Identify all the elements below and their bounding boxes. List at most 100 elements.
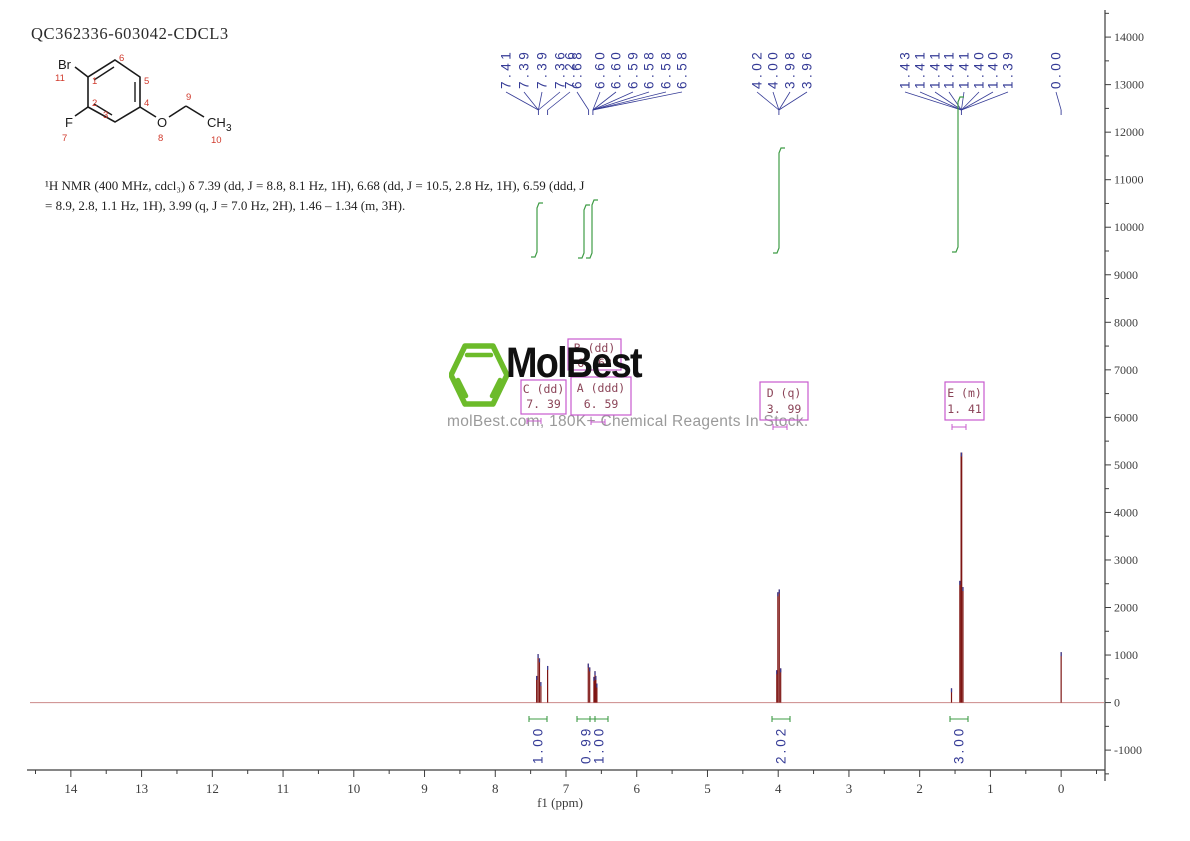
peak-label-connector — [778, 91, 791, 111]
x-tick-label: 8 — [492, 781, 499, 796]
assignment-box — [570, 376, 632, 416]
y-tick-label: 8000 — [1114, 315, 1138, 329]
assignment-box — [520, 379, 567, 415]
atom-number-2: 2 — [92, 98, 97, 109]
y-tick-label: 13000 — [1114, 78, 1144, 92]
peak-label-connector — [904, 91, 962, 111]
peak-label-connector — [505, 91, 539, 111]
atom-number-7: 7 — [62, 133, 67, 144]
atom-br: Br — [58, 57, 72, 72]
assignment-value: 3. 99 — [767, 402, 802, 416]
assignment-value: 1. 41 — [947, 402, 982, 416]
atom-ch3-subscript: 3 — [226, 123, 232, 134]
peak-label-connector — [592, 91, 601, 111]
peak-ppm-label: 7.41 — [499, 49, 514, 89]
assignment-label: D (q) — [767, 386, 802, 400]
y-tick-label: 3000 — [1114, 553, 1138, 567]
peak-ppm-label: 4.02 — [750, 49, 765, 89]
assignment-box — [944, 381, 985, 421]
peak-label-connector — [919, 91, 962, 111]
atom-number-3: 3 — [103, 110, 108, 121]
x-tick-label: 5 — [704, 781, 711, 796]
peak-label-connector — [961, 91, 994, 111]
y-tick-label: 12000 — [1114, 125, 1144, 139]
bond-c2-f — [74, 106, 89, 117]
peak-ppm-label: 3.98 — [783, 49, 798, 89]
peak-ppm-label: 1.40 — [986, 49, 1001, 89]
y-tick-label: 1000 — [1114, 648, 1138, 662]
atom-number-1: 1 — [92, 76, 97, 87]
integral-value: 1.00 — [531, 726, 546, 764]
y-tick-label: 2000 — [1114, 601, 1138, 615]
bond-c9-c10 — [185, 105, 205, 118]
x-tick-label: 3 — [846, 781, 853, 796]
x-axis-title: f1 (ppm) — [537, 795, 583, 810]
peak-ppm-label: 3.96 — [800, 49, 815, 89]
x-tick-label: 14 — [64, 781, 78, 796]
integral-value: 3.00 — [952, 726, 967, 764]
peak-ppm-label: 1.40 — [972, 49, 987, 89]
peak-ppm-label: 6.58 — [659, 49, 674, 89]
integral-curve — [531, 202, 543, 258]
peak-ppm-label: 1.39 — [1001, 49, 1016, 89]
atom-number-4: 4 — [144, 98, 149, 109]
nmr-caption-line2: = 8.9, 2.8, 1.1 Hz, 1H), 3.99 (q, J = 7.… — [45, 198, 406, 214]
peak-label-connector — [592, 91, 667, 111]
bond-lines — [74, 59, 205, 123]
assignment-value: 6. 59 — [584, 397, 619, 411]
peak-label-connector — [523, 91, 539, 111]
watermark-tagline: molBest.com, 180K+ Chemical Reagents In … — [447, 413, 809, 430]
peak-label-connector — [961, 91, 1009, 111]
peak-ppm-label: 6.58 — [642, 49, 657, 89]
x-tick-label: 10 — [347, 781, 360, 796]
peak-ppm-label: 1.41 — [942, 49, 957, 89]
peak-label-connector — [948, 91, 962, 111]
peak-label-connector — [538, 91, 561, 111]
peak-label-connector — [592, 91, 634, 111]
watermark-logo-text: MolBest — [506, 339, 643, 387]
peak-label-connector — [592, 91, 650, 111]
peak-ppm-label: 7.39 — [517, 49, 532, 89]
peak-ppm-label: 1.41 — [928, 49, 943, 89]
y-tick-label: 5000 — [1114, 458, 1138, 472]
peak-ppm-label: 6.60 — [609, 49, 624, 89]
peak-label-connector — [772, 91, 780, 111]
x-tick-label: 0 — [1058, 781, 1065, 796]
nmr-caption: ¹H NMR (400 MHz, cdcl₃) δ 7.39 (dd, J = … — [45, 176, 745, 216]
assignment-label: B (dd) — [574, 341, 616, 355]
double-bond-2-3 — [93, 103, 113, 116]
peak-ppm-label: 6.59 — [626, 49, 641, 89]
x-tick-label: 2 — [916, 781, 923, 796]
peak-ppm-label: 6.60 — [593, 49, 608, 89]
peak-ppm-label: 4.00 — [766, 49, 781, 89]
y-tick-label: 14000 — [1114, 30, 1144, 44]
y-tick-label: 0 — [1114, 696, 1120, 710]
y-tick-label: 6000 — [1114, 410, 1138, 424]
integral-curve — [773, 147, 785, 254]
assignment-box — [759, 381, 809, 421]
x-tick-label: 1 — [987, 781, 994, 796]
integral-value: 0.99 — [579, 726, 594, 764]
atom-number-6: 6 — [119, 53, 124, 64]
x-tick-label: 4 — [775, 781, 782, 796]
integral-curve — [586, 199, 598, 259]
y-tick-label: 11000 — [1114, 173, 1144, 187]
peak-label-connector — [592, 91, 617, 111]
watermark-logo: MolBest — [449, 339, 709, 410]
sample-title: QC362336-603042-CDCL3 — [31, 24, 229, 43]
y-tick-label: 7000 — [1114, 363, 1138, 377]
peak-label-connector — [576, 91, 589, 111]
peak-label-connector — [934, 91, 962, 111]
assignment-label: C (dd) — [523, 382, 565, 396]
x-tick-label: 9 — [421, 781, 428, 796]
atom-f: F — [65, 115, 73, 130]
assignment-value: 7. 39 — [526, 397, 561, 411]
molecule-structure: Br F O CH 3 11 1 6 5 4 3 2 7 8 9 10 — [55, 53, 232, 146]
integral-curve — [578, 204, 590, 259]
integral-value: 1.00 — [592, 726, 607, 764]
atom-number-5: 5 — [144, 76, 149, 87]
atom-ch: CH — [207, 115, 226, 130]
peak-ppm-label: 7.26 — [563, 49, 578, 89]
x-tick-label: 6 — [633, 781, 640, 796]
